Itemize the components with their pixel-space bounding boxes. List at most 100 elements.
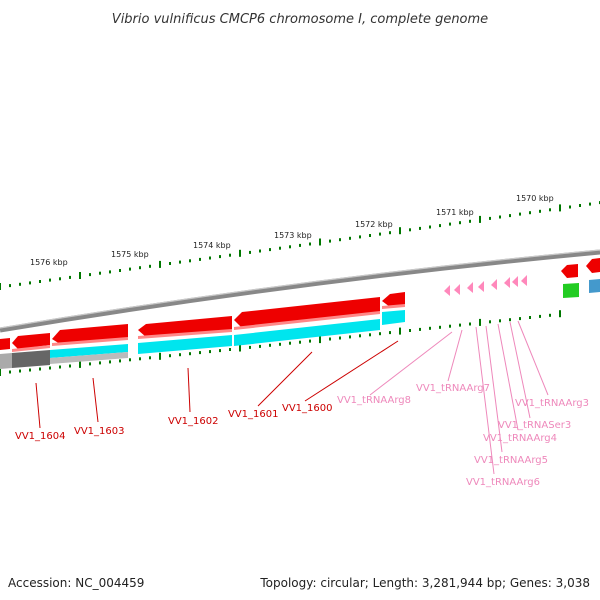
chromosome-backbone [0, 249, 600, 333]
gray-band [50, 352, 128, 364]
cds-arrow-vv1-1601[interactable] [234, 297, 380, 328]
chromosome-backbone-shine [0, 249, 600, 329]
minor-tick [9, 370, 11, 374]
gene-label-vv1-1604[interactable]: VV1_1604 [15, 431, 66, 442]
minor-tick [259, 249, 261, 253]
minor-tick [519, 317, 521, 321]
minor-tick [109, 360, 111, 364]
minor-tick [469, 322, 471, 326]
minor-tick [449, 324, 451, 328]
cds-arrow[interactable] [0, 338, 10, 350]
trna-features [444, 275, 527, 296]
minor-tick [299, 340, 301, 344]
trna-arrow-vv1-trnaarg8[interactable] [444, 285, 450, 296]
gene-label-vv1-trnaarg4[interactable]: VV1_tRNAArg4 [483, 433, 557, 444]
minor-tick [329, 337, 331, 341]
minor-tick [49, 366, 51, 370]
minor-tick [119, 269, 121, 272]
cds-arrow-vv1-1604[interactable] [12, 333, 50, 349]
minor-tick [449, 222, 451, 226]
cds-highlight [382, 304, 405, 309]
minor-tick [19, 369, 21, 373]
gene-label-vv1-trnaarg8[interactable]: VV1_tRNAArg8 [337, 395, 411, 406]
trna-arrow-vv1-trnaser3[interactable] [504, 277, 510, 288]
minor-tick [409, 329, 411, 332]
green-feature [563, 283, 579, 298]
minor-tick [199, 257, 201, 261]
cyan-band [50, 344, 128, 358]
map-title: Vibrio vulnificus CMCP6 chromosome I, co… [112, 12, 488, 27]
cds-highlight [234, 311, 380, 330]
minor-tick [279, 342, 281, 346]
major-tick [479, 215, 481, 223]
minor-tick [89, 362, 91, 366]
minor-tick [499, 215, 501, 219]
gene-label-vv1-1600[interactable]: VV1_1600 [282, 403, 333, 414]
trna-arrow-extra[interactable] [521, 275, 527, 286]
minor-tick [39, 280, 41, 283]
minor-tick [219, 349, 221, 353]
minor-tick [179, 260, 181, 264]
gene-label-vv1-1603[interactable]: VV1_1603 [74, 426, 125, 437]
minor-tick [489, 320, 491, 324]
minor-tick [169, 262, 171, 265]
minor-tick [59, 365, 61, 369]
minor-tick [509, 214, 511, 218]
accession-text: Accession: NC_004459 [8, 576, 144, 590]
minor-tick [209, 256, 211, 260]
cds-features [0, 258, 600, 350]
trna-arrow-vv1-trnaarg7[interactable] [454, 284, 460, 295]
minor-tick [389, 231, 391, 235]
minor-tick [349, 236, 351, 240]
minor-tick [129, 358, 131, 362]
major-tick [479, 318, 481, 326]
minor-tick [109, 270, 111, 274]
minor-tick [359, 334, 361, 338]
minor-tick [119, 359, 121, 363]
gene-label-vv1-trnaser3[interactable]: VV1_tRNASer3 [498, 420, 571, 431]
gene-label-vv1-1601[interactable]: VV1_1601 [228, 409, 279, 420]
minor-tick [189, 352, 191, 356]
trna-arrow-vv1-trnaarg5[interactable] [478, 281, 484, 292]
cds-arrow-vv1-1600[interactable] [382, 292, 405, 307]
major-tick [319, 238, 321, 246]
minor-tick [369, 333, 371, 337]
minor-tick [169, 354, 171, 358]
minor-tick [59, 277, 61, 281]
minor-tick [569, 205, 571, 209]
leader-line [497, 323, 519, 431]
minor-tick [19, 282, 21, 286]
major-tick [79, 360, 81, 368]
other-band [12, 350, 50, 368]
gene-label-vv1-trnaarg6[interactable]: VV1_tRNAArg6 [466, 477, 540, 488]
minor-tick [499, 319, 501, 323]
major-tick [0, 369, 1, 376]
minor-tick [539, 209, 541, 213]
cds-arrow-right-2[interactable] [586, 258, 600, 273]
gene-label-vv1-1602[interactable]: VV1_1602 [168, 416, 219, 427]
major-tick [239, 249, 241, 257]
gene-label-vv1-trnaarg5[interactable]: VV1_tRNAArg5 [474, 455, 548, 466]
major-tick [79, 272, 81, 279]
cds-labels: VV1_1604 VV1_1603 VV1_1602 VV1_1601 VV1_… [15, 403, 333, 442]
trna-arrow-vv1-trnaarg3[interactable] [512, 276, 518, 287]
minor-tick [209, 350, 211, 354]
trna-arrow-vv1-trnaarg4[interactable] [491, 279, 497, 290]
trna-arrow-vv1-trnaarg6[interactable] [467, 282, 473, 293]
minor-tick [339, 238, 341, 242]
minor-tick [299, 243, 301, 247]
minor-tick [69, 364, 71, 368]
minor-tick [269, 343, 271, 347]
minor-tick [229, 253, 231, 257]
minor-tick [199, 351, 201, 355]
minor-tick [49, 278, 51, 282]
cds-arrow-right-1[interactable] [561, 264, 578, 278]
gene-label-vv1-trnaarg7[interactable]: VV1_tRNAArg7 [416, 383, 490, 394]
minor-tick [149, 356, 151, 360]
minor-tick [529, 211, 531, 215]
gene-label-vv1-trnaarg3[interactable]: VV1_tRNAArg3 [515, 398, 589, 409]
minor-tick [439, 224, 441, 228]
leader-line [369, 331, 453, 396]
minor-tick [369, 234, 371, 237]
